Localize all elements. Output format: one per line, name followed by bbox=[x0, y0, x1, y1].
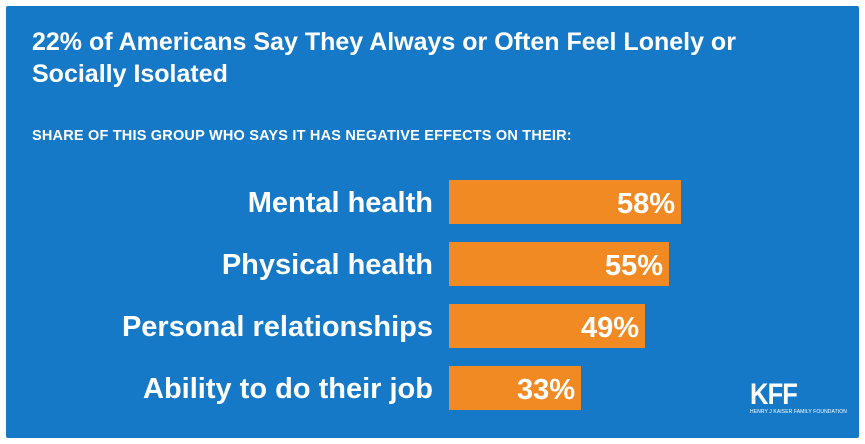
bar-ability-to-do-their-job bbox=[449, 366, 581, 410]
bar-physical-health bbox=[449, 242, 669, 286]
bar-chart: Mental health 58% Physical health 55% Person… bbox=[122, 180, 681, 410]
value-label: 33% bbox=[517, 374, 575, 406]
chart-subtitle: SHARE OF THIS GROUP WHO SAYS IT HAS NEGA… bbox=[32, 128, 572, 144]
chart-title: 22% of Americans Say They Always or Ofte… bbox=[32, 28, 736, 88]
category-label: Personal relationships bbox=[122, 311, 433, 343]
kff-logo: KFF HENRY J KAISER FAMILY FOUNDATION bbox=[750, 378, 847, 415]
value-label: 58% bbox=[617, 188, 675, 220]
bar-personal-relationships bbox=[449, 304, 645, 348]
value-label: 49% bbox=[581, 312, 639, 344]
category-label: Physical health bbox=[222, 249, 433, 281]
logo-wordmark: KFF bbox=[750, 378, 798, 411]
value-label: 55% bbox=[605, 250, 663, 282]
chart-card: 22% of Americans Say They Always or Ofte… bbox=[6, 6, 859, 438]
logo-tagline: HENRY J KAISER FAMILY FOUNDATION bbox=[750, 409, 847, 415]
category-label: Mental health bbox=[248, 187, 433, 219]
category-label: Ability to do their job bbox=[143, 373, 433, 405]
bar-mental-health bbox=[449, 180, 681, 224]
